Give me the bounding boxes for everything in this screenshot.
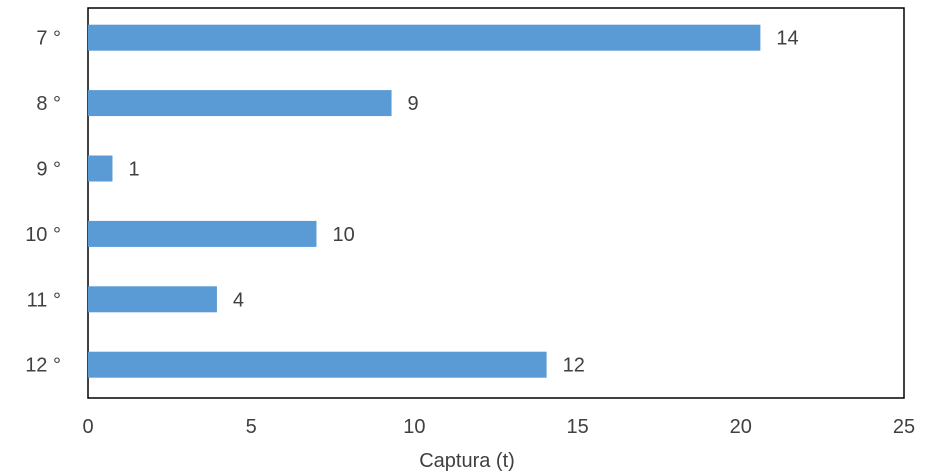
bar-3 bbox=[88, 155, 113, 182]
category-label-4: 10 ° bbox=[25, 224, 61, 246]
data-labels: 14 9 1 10 4 12 bbox=[128, 28, 798, 377]
data-label-6: 12 bbox=[563, 355, 585, 377]
bar-4 bbox=[88, 220, 317, 247]
x-tick-label-3: 10 bbox=[403, 416, 425, 438]
x-tick-label-6: 25 bbox=[893, 416, 915, 438]
bar-1 bbox=[88, 24, 761, 51]
bars-group bbox=[88, 24, 761, 378]
x-tick-label-2: 5 bbox=[246, 416, 257, 438]
data-label-1: 14 bbox=[776, 28, 798, 50]
category-label-5: 11 ° bbox=[27, 289, 61, 311]
data-label-5: 4 bbox=[233, 289, 244, 311]
category-label-3: 9 ° bbox=[36, 159, 61, 181]
category-label-6: 12 ° bbox=[25, 355, 61, 377]
bar-6 bbox=[88, 351, 547, 378]
category-label-2: 8 ° bbox=[36, 93, 61, 115]
category-label-1: 7 ° bbox=[36, 28, 61, 50]
x-axis-ticks: 0 5 10 15 20 25 bbox=[82, 416, 915, 438]
x-tick-label-5: 20 bbox=[730, 416, 752, 438]
data-label-4: 10 bbox=[332, 224, 354, 246]
data-label-2: 9 bbox=[408, 93, 419, 115]
x-tick-label-1: 0 bbox=[82, 416, 93, 438]
bar-2 bbox=[88, 90, 392, 117]
plot-area bbox=[87, 7, 905, 399]
data-label-3: 1 bbox=[128, 159, 139, 181]
x-axis-title: Captura (t) bbox=[419, 450, 515, 472]
x-tick-label-4: 15 bbox=[566, 416, 588, 438]
category-labels: 7 ° 8 ° 9 ° 10 ° 11 ° 12 ° bbox=[25, 28, 61, 377]
bar-5 bbox=[88, 286, 217, 313]
